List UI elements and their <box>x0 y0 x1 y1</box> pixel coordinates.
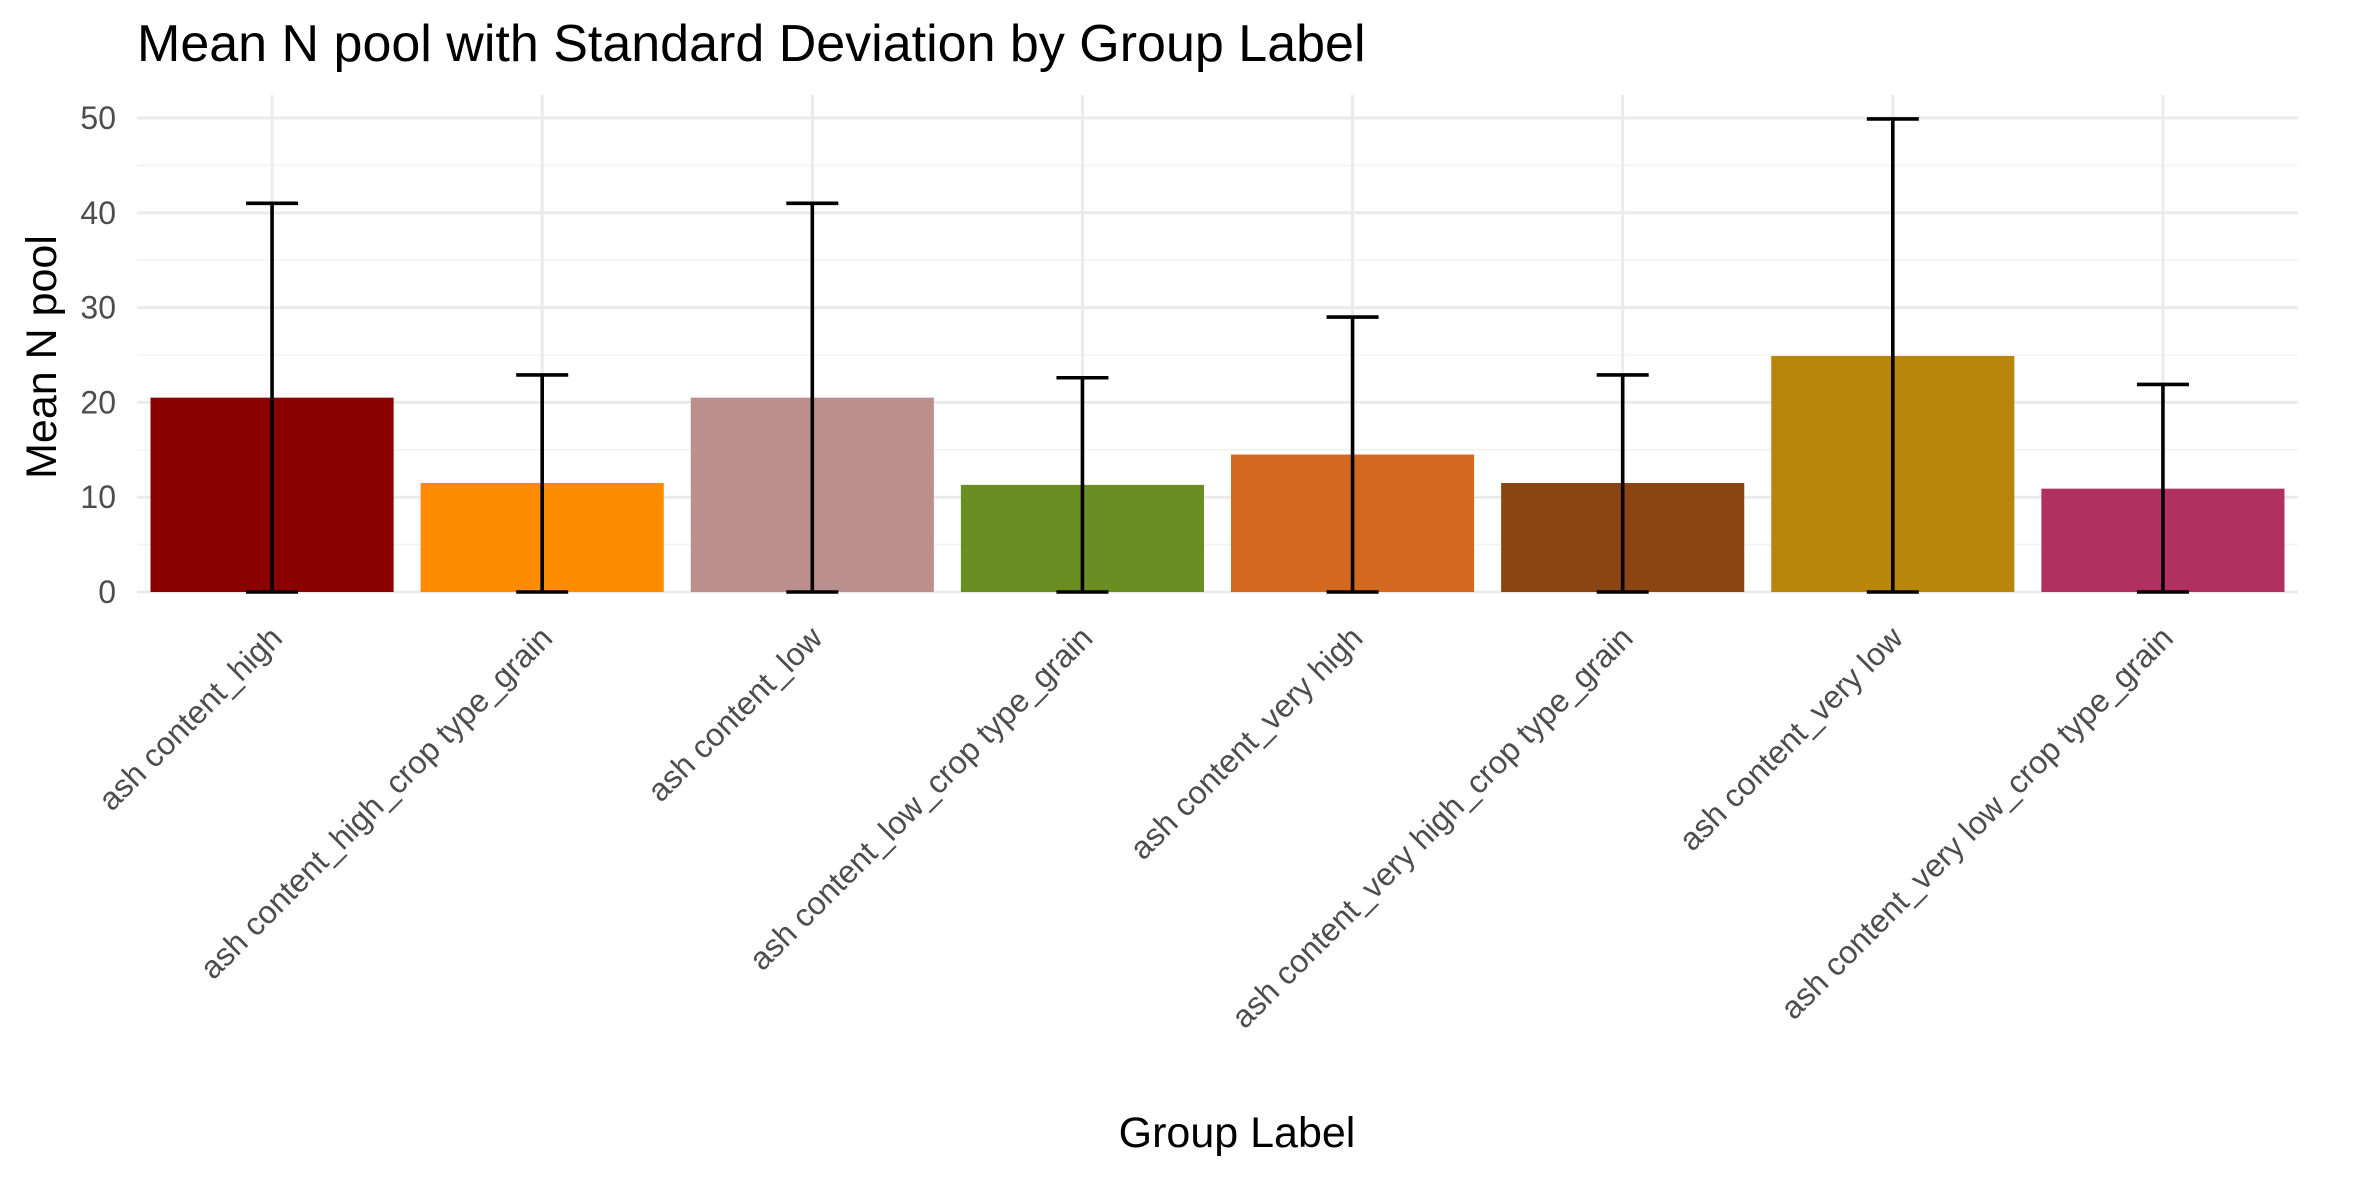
y-tick-label: 40 <box>80 195 116 231</box>
error-bars <box>246 117 2189 594</box>
y-tick-label: 20 <box>80 384 116 420</box>
x-tick-label: ash content_very low <box>1672 619 1911 858</box>
bars <box>150 355 2285 592</box>
x-tick-label: ash content_high <box>91 619 289 817</box>
y-tick-label: 50 <box>80 100 116 136</box>
x-tick-label: ash content_very high <box>1123 619 1370 866</box>
x-axis-title: Group Label <box>1119 1109 1356 1157</box>
y-axis-title: Mean N pool <box>18 235 66 479</box>
chart-title: Mean N pool with Standard Deviation by G… <box>137 15 1366 73</box>
y-tick-labels: 0 10 20 30 40 50 <box>80 100 116 610</box>
y-tick-label: 10 <box>80 479 116 515</box>
y-tick-label: 0 <box>98 574 116 610</box>
y-tick-label: 30 <box>80 290 116 326</box>
x-tick-label: ash content_low <box>640 619 830 809</box>
